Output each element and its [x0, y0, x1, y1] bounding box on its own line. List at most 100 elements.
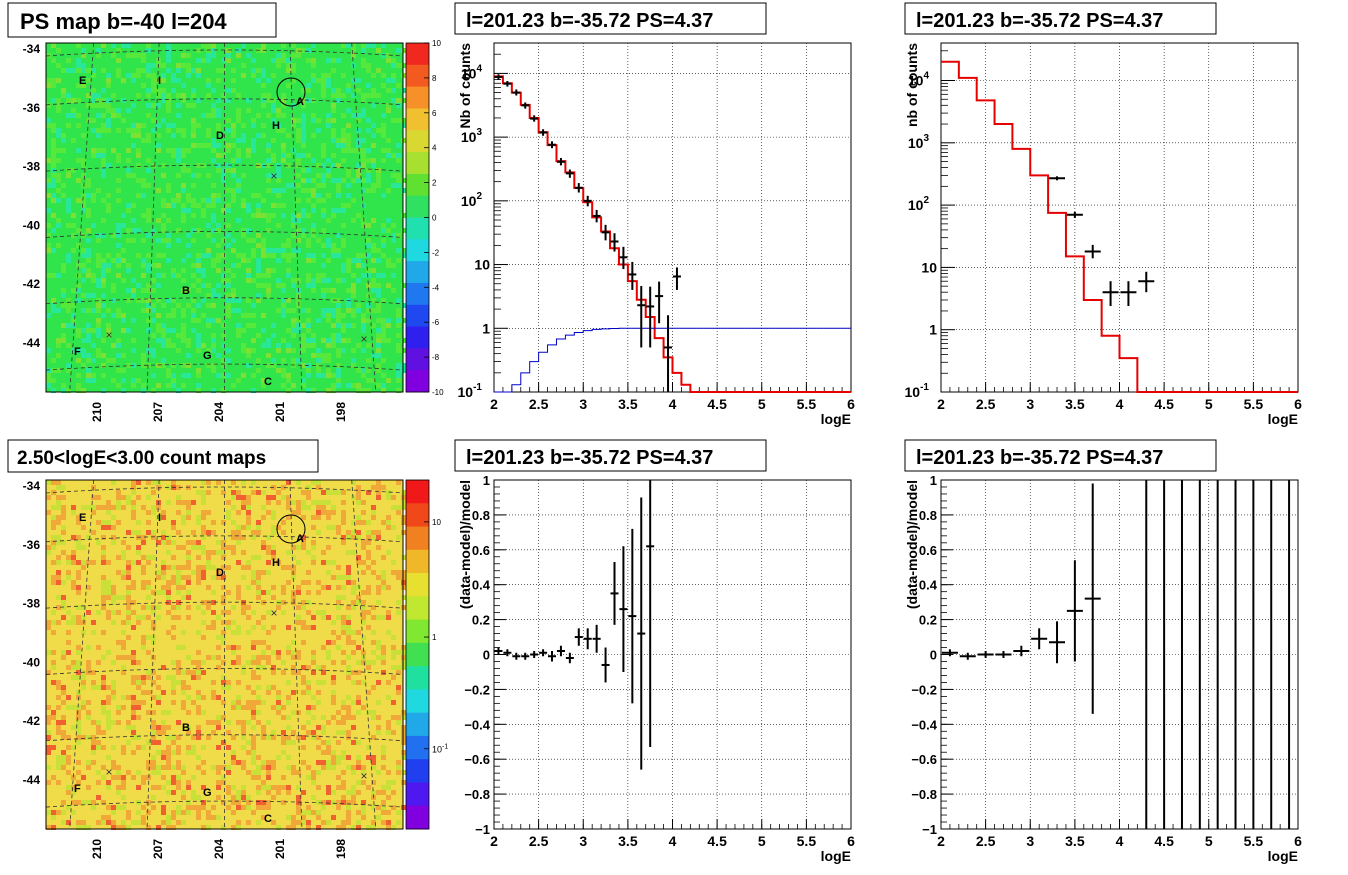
heatmap-cell — [166, 755, 171, 760]
data-point — [1138, 271, 1155, 293]
heatmap-cell — [111, 313, 116, 318]
data-point — [583, 195, 592, 207]
heatmap-cell — [51, 710, 56, 715]
heatmap-cell — [306, 550, 311, 555]
heatmap-cell — [301, 500, 306, 505]
heatmap-cell — [106, 78, 111, 83]
spectrum-panel-2: 2 2.5 3 3.5 4 4.5 5 5.5 610-1110102103104logEnb … — [904, 42, 1302, 427]
heatmap-cell — [376, 48, 381, 53]
heatmap-cell — [71, 615, 76, 620]
heatmap-cell — [266, 273, 271, 278]
heatmap-cell — [241, 73, 246, 78]
heatmap-cell — [106, 118, 111, 123]
heatmap-cell — [266, 213, 271, 218]
heatmap-cell — [76, 98, 81, 103]
heatmap-cell — [271, 650, 276, 655]
heatmap-cell — [191, 745, 196, 750]
heatmap-cell — [161, 118, 166, 123]
heatmap-cell — [361, 510, 366, 515]
spectrum-panel-1: 2 2.5 3 3.5 4 4.5 5 5.5 610-1110102103104logENb … — [457, 42, 855, 427]
heatmap-cell — [61, 755, 66, 760]
heatmap-cell — [311, 333, 316, 338]
heatmap-cell — [296, 615, 301, 620]
heatmap-cell — [281, 373, 286, 378]
heatmap-cell — [66, 258, 71, 263]
data-point — [539, 129, 548, 136]
heatmap-cell — [221, 630, 226, 635]
map-x-tick-label: 207 — [151, 839, 165, 859]
heatmap-cell — [171, 735, 176, 740]
heatmap-cell — [196, 338, 201, 343]
heatmap-cell — [271, 103, 276, 108]
heatmap-cell — [66, 770, 71, 775]
heatmap-cell — [121, 258, 126, 263]
heatmap-cell — [296, 670, 301, 675]
heatmap-cell — [331, 313, 336, 318]
heatmap-cell — [141, 615, 146, 620]
heatmap-cell — [281, 495, 286, 500]
heatmap-cell — [326, 58, 331, 63]
heatmap-cell — [276, 113, 281, 118]
heatmap-cell — [296, 650, 301, 655]
heatmap-cell — [146, 168, 151, 173]
colorbar-segment — [406, 526, 429, 551]
heatmap-cell — [121, 780, 126, 785]
heatmap-cell — [381, 765, 386, 770]
heatmap-cell — [201, 550, 206, 555]
heatmap-cell — [151, 103, 156, 108]
heatmap-cell — [181, 790, 186, 795]
heatmap-cell — [76, 113, 81, 118]
heatmap-cell — [306, 243, 311, 248]
heatmap-cell — [306, 495, 311, 500]
heatmap-cell — [56, 63, 61, 68]
heatmap-cell — [346, 530, 351, 535]
heatmap-cell — [291, 770, 296, 775]
heatmap-cell — [91, 750, 96, 755]
heatmap-cell — [71, 505, 76, 510]
heatmap-cell — [46, 810, 51, 815]
heatmap-cell — [366, 825, 371, 830]
heatmap-cell — [381, 298, 386, 303]
heatmap-cell — [356, 308, 361, 313]
heatmap-cell — [356, 780, 361, 785]
heatmap-cell — [131, 500, 136, 505]
heatmap-cell — [376, 348, 381, 353]
heatmap-cell — [81, 328, 86, 333]
heatmap-cell — [356, 490, 361, 495]
heatmap-cell — [51, 123, 56, 128]
heatmap-cell — [86, 178, 91, 183]
heatmap-cell — [61, 68, 66, 73]
heatmap-cell — [146, 103, 151, 108]
heatmap-cell — [241, 790, 246, 795]
heatmap-cell — [251, 690, 256, 695]
heatmap-cell — [96, 113, 101, 118]
heatmap-cell — [151, 805, 156, 810]
heatmap-cell — [261, 505, 266, 510]
heatmap-cell — [381, 133, 386, 138]
heatmap-cell — [241, 480, 246, 485]
heatmap-cell — [366, 690, 371, 695]
colorbar-segment — [406, 261, 429, 284]
heatmap-cell — [226, 223, 231, 228]
heatmap-cell — [326, 510, 331, 515]
heatmap-cell — [386, 58, 391, 63]
heatmap-cell — [351, 43, 356, 48]
heatmap-cell — [86, 293, 91, 298]
heatmap-cell — [261, 665, 266, 670]
heatmap-cell — [366, 243, 371, 248]
heatmap-cell — [151, 530, 156, 535]
heatmap-cell — [286, 348, 291, 353]
heatmap-cell — [166, 343, 171, 348]
heatmap-cell — [176, 500, 181, 505]
heatmap-cell — [181, 323, 186, 328]
heatmap-cell — [46, 123, 51, 128]
heatmap-cell — [236, 695, 241, 700]
heatmap-cell — [361, 108, 366, 113]
heatmap-cell — [271, 58, 276, 63]
heatmap-cell — [66, 58, 71, 63]
heatmap-cell — [151, 795, 156, 800]
heatmap-cell — [241, 328, 246, 333]
heatmap-cell — [61, 338, 66, 343]
heatmap-cell — [261, 805, 266, 810]
heatmap-cell — [296, 505, 301, 510]
